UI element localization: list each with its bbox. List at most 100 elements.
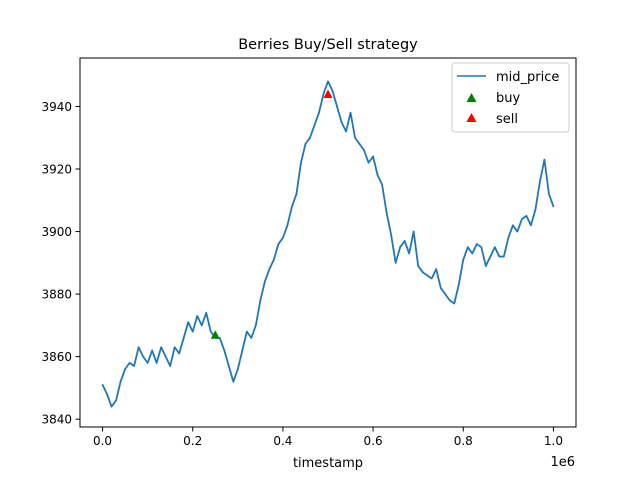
data-point-mid_price bbox=[318, 111, 320, 114]
data-point-mid_price bbox=[246, 330, 248, 333]
data-point-mid_price bbox=[250, 337, 253, 339]
x-tick-label: 0.6 bbox=[364, 434, 383, 448]
legend-label-mid_price: mid_price bbox=[496, 70, 559, 85]
data-point-mid_price bbox=[277, 243, 280, 245]
data-point-mid_price bbox=[512, 224, 514, 227]
data-point-mid_price bbox=[430, 277, 433, 280]
x-tick-label: 0.0 bbox=[93, 434, 112, 448]
legend-box bbox=[451, 62, 570, 133]
y-tick-label: 3920 bbox=[41, 163, 72, 177]
data-point-mid_price bbox=[291, 205, 293, 208]
data-point-mid_price bbox=[503, 255, 505, 258]
data-point-mid_price bbox=[209, 330, 212, 333]
data-point-mid_price bbox=[448, 299, 451, 302]
data-point-mid_price bbox=[137, 346, 140, 349]
legend-swatch-buy bbox=[466, 93, 477, 102]
data-point-mid_price bbox=[336, 105, 338, 108]
data-point-mid_price bbox=[241, 349, 244, 352]
data-point-mid_price bbox=[115, 399, 117, 402]
data-point-mid_price bbox=[273, 258, 275, 261]
data-point-mid_price bbox=[408, 252, 410, 255]
data-point-mid_price bbox=[313, 124, 316, 127]
data-point-mid_price bbox=[521, 218, 523, 220]
data-point-mid_price bbox=[363, 149, 365, 152]
data-point-mid_price bbox=[412, 230, 415, 233]
data-point-mid_price bbox=[530, 224, 532, 227]
data-point-mid_price bbox=[466, 246, 469, 248]
data-point-mid_price bbox=[232, 380, 235, 383]
data-point-mid_price bbox=[331, 90, 334, 92]
x-axis-offset-label: 1e6 bbox=[550, 455, 575, 470]
x-tick-label: 1.0 bbox=[544, 434, 563, 448]
data-point-mid_price bbox=[182, 337, 185, 339]
data-point-mid_price bbox=[354, 136, 356, 139]
data-point-mid_price bbox=[300, 161, 302, 164]
data-point-mid_price bbox=[259, 299, 262, 302]
data-point-mid_price bbox=[453, 302, 456, 305]
data-point-mid_price bbox=[435, 268, 438, 270]
series-layer bbox=[101, 80, 555, 408]
data-point-mid_price bbox=[417, 265, 419, 267]
data-point-mid_price bbox=[421, 271, 424, 274]
data-point-mid_price bbox=[119, 380, 122, 383]
data-point-mid_price bbox=[403, 240, 406, 242]
y-tick-label: 3900 bbox=[41, 225, 72, 239]
x-tick-label: 0.8 bbox=[454, 434, 473, 448]
x-tick-label: 0.4 bbox=[273, 434, 292, 448]
x-axis: 0.0 0.2 0.4 0.6 0.8 1.0 bbox=[93, 427, 563, 448]
data-point-mid_price bbox=[345, 130, 347, 133]
data-point-mid_price bbox=[394, 262, 397, 264]
data-point-mid_price bbox=[372, 155, 374, 158]
data-point-mid_price bbox=[480, 246, 483, 248]
data-point-mid_price bbox=[205, 312, 208, 314]
data-point-mid_price bbox=[322, 93, 325, 95]
data-point-mid_price bbox=[390, 233, 392, 236]
data-point-mid_price bbox=[426, 274, 429, 277]
data-point-mid_price bbox=[196, 315, 199, 317]
data-point-mid_price bbox=[169, 365, 171, 367]
x-axis-label: timestamp bbox=[293, 456, 363, 471]
data-point-mid_price bbox=[498, 255, 501, 258]
data-point-mid_price bbox=[200, 324, 203, 327]
sell-marker bbox=[323, 89, 333, 98]
data-point-mid_price bbox=[160, 346, 162, 349]
legend-label-buy: buy bbox=[496, 91, 520, 106]
y-axis: 3840 3860 3880 3900 3920 3940 bbox=[41, 100, 80, 427]
data-point-mid_price bbox=[106, 393, 108, 395]
y-tick-label: 3840 bbox=[41, 413, 72, 427]
data-point-mid_price bbox=[304, 143, 307, 145]
data-point-mid_price bbox=[309, 136, 311, 139]
data-point-mid_price bbox=[381, 183, 383, 186]
y-tick-label: 3880 bbox=[41, 288, 72, 302]
data-point-mid_price bbox=[164, 355, 167, 358]
data-point-mid_price bbox=[358, 143, 361, 145]
data-point-mid_price bbox=[543, 158, 546, 161]
data-point-mid_price bbox=[385, 211, 388, 214]
data-point-mid_price bbox=[268, 268, 271, 270]
data-point-mid_price bbox=[187, 321, 190, 324]
data-point-mid_price bbox=[534, 208, 537, 211]
data-point-mid_price bbox=[476, 243, 478, 245]
data-point-mid_price bbox=[444, 293, 447, 295]
data-point-mid_price bbox=[548, 193, 550, 195]
data-point-mid_price bbox=[151, 349, 153, 352]
data-point-mid_price bbox=[128, 362, 131, 364]
data-point-mid_price bbox=[237, 368, 239, 370]
data-point-mid_price bbox=[327, 80, 329, 83]
legend-swatch-sell bbox=[466, 113, 477, 122]
data-point-mid_price bbox=[142, 355, 144, 358]
data-point-mid_price bbox=[101, 383, 104, 386]
data-point-mid_price bbox=[255, 324, 257, 327]
data-point-mid_price bbox=[146, 362, 149, 364]
data-point-mid_price bbox=[525, 215, 528, 217]
buy-marker bbox=[210, 330, 220, 339]
data-point-mid_price bbox=[471, 252, 474, 255]
data-point-mid_price bbox=[485, 265, 487, 267]
data-point-mid_price bbox=[173, 346, 176, 349]
data-point-mid_price bbox=[178, 352, 180, 355]
data-point-mid_price bbox=[489, 255, 492, 258]
data-point-mid_price bbox=[399, 246, 401, 248]
data-point-mid_price bbox=[439, 287, 442, 289]
data-point-mid_price bbox=[223, 349, 226, 352]
